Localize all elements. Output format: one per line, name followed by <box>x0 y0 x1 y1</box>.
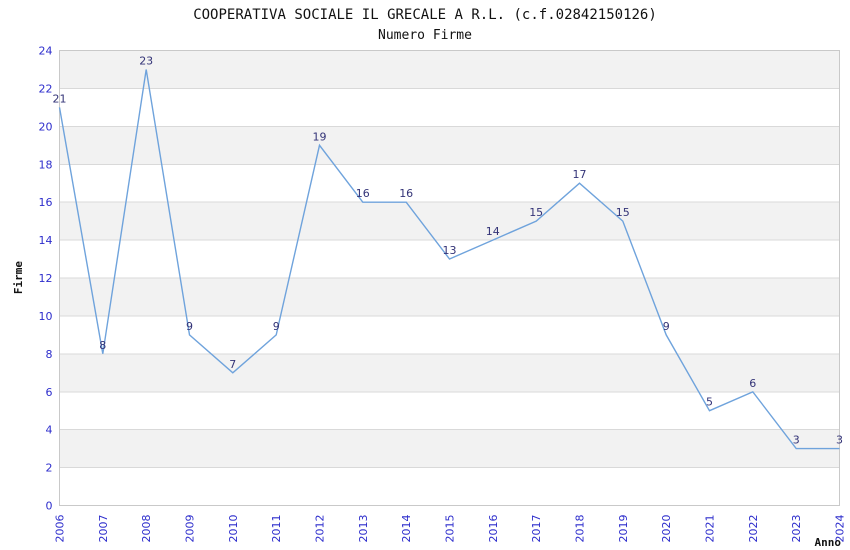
x-tick-label: 2024 <box>834 515 847 543</box>
x-tick-label: 2023 <box>790 515 803 543</box>
x-tick-label: 2006 <box>54 515 67 543</box>
y-tick-label: 6 <box>46 386 53 399</box>
data-point-label: 15 <box>616 206 630 219</box>
x-tick-label: 2019 <box>617 515 630 543</box>
y-tick-label: 18 <box>39 158 53 171</box>
gridlines <box>59 87 840 469</box>
data-point-label: 16 <box>356 187 370 200</box>
plot-bands <box>59 50 840 468</box>
plot-border <box>59 50 840 506</box>
x-tick-label: 2015 <box>444 515 457 543</box>
y-tick-label: 16 <box>39 196 53 209</box>
x-axis-label: Anno <box>815 536 842 549</box>
y-axis-label: Firme <box>12 261 25 294</box>
x-tick-label: 2014 <box>400 515 413 543</box>
chart-subtitle: Numero Firme <box>378 28 472 43</box>
x-tick-label: 2007 <box>97 515 110 543</box>
x-tick-label: 2009 <box>184 515 197 543</box>
data-point-label: 13 <box>443 244 457 257</box>
y-tick-label: 10 <box>39 310 53 323</box>
x-tick-label: 2010 <box>227 515 240 543</box>
grid-band <box>59 278 840 316</box>
data-point-label: 19 <box>313 130 327 143</box>
y-tick-label: 4 <box>46 424 53 437</box>
grid-band <box>59 353 840 392</box>
x-tick-label: 2016 <box>487 515 500 543</box>
point-labels: 21 8 23 9 7 9 19 16 16 13 14 15 17 15 9 5 6 3 3 <box>53 55 844 447</box>
x-tick-label: 2008 <box>140 515 153 543</box>
data-point-label: 3 <box>836 434 843 447</box>
data-point-label: 9 <box>663 320 670 333</box>
y-tick-label: 14 <box>39 234 53 247</box>
y-tick-label: 8 <box>46 348 53 361</box>
data-point-label: 6 <box>749 377 756 390</box>
data-point-label: 9 <box>273 320 280 333</box>
data-point-label: 23 <box>139 55 153 68</box>
x-tick-label: 2017 <box>530 515 543 543</box>
grid-band <box>59 50 840 89</box>
x-tick-label: 2020 <box>660 515 673 543</box>
data-point-label: 3 <box>793 434 800 447</box>
grid-band <box>59 202 840 241</box>
data-point-label: 7 <box>229 358 236 371</box>
data-point-label: 14 <box>486 225 500 238</box>
data-point-label: 8 <box>99 339 106 352</box>
x-tick-label: 2012 <box>314 515 327 543</box>
x-tick-label: 2013 <box>357 515 370 543</box>
x-tick-label: 2022 <box>747 515 760 543</box>
y-tick-label: 22 <box>39 82 53 95</box>
data-point-label: 16 <box>399 187 413 200</box>
x-axis-tick-labels: 2006 2007 2008 2009 2010 2011 2012 2013 2014 2015… <box>54 515 847 543</box>
data-point-label: 17 <box>573 168 587 181</box>
x-tick-label: 2018 <box>574 515 587 543</box>
x-tick-label: 2021 <box>704 515 717 543</box>
y-tick-label: 2 <box>46 462 53 475</box>
y-tick-label: 0 <box>46 500 53 513</box>
y-tick-label: 12 <box>39 272 53 285</box>
data-point-label: 5 <box>706 396 713 409</box>
grid-band <box>59 429 840 468</box>
data-point-label: 9 <box>186 320 193 333</box>
y-tick-label: 24 <box>39 45 53 58</box>
series-line <box>58 69 840 450</box>
y-tick-label: 20 <box>39 120 53 133</box>
chart-title: COOPERATIVA SOCIALE IL GRECALE A R.L. (c… <box>193 7 657 23</box>
data-point-label: 21 <box>53 92 67 105</box>
x-tick-label: 2011 <box>270 515 283 543</box>
data-point-label: 15 <box>529 206 543 219</box>
grid-band <box>59 126 840 165</box>
